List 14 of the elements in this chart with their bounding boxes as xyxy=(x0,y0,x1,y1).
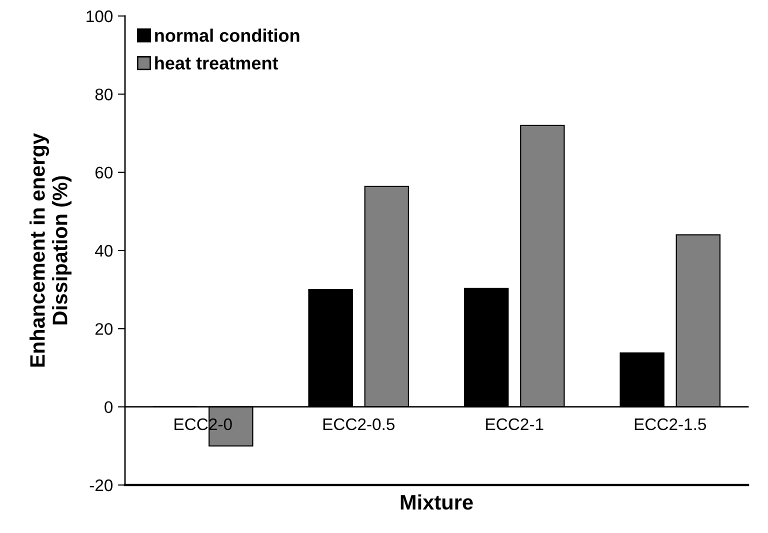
y-tick-label: 100 xyxy=(86,10,113,22)
legend-label: normal condition xyxy=(155,28,300,42)
legend-label: heat treatment xyxy=(155,56,278,70)
y-tick-label: 0 xyxy=(104,401,113,414)
y-tick-label: 40 xyxy=(95,244,113,257)
y-tick-label: -20 xyxy=(90,479,113,492)
y-tick-label: 60 xyxy=(96,166,113,179)
x-tick-label: ECC2-0.5 xyxy=(323,418,395,430)
y-tick-label: 80 xyxy=(95,88,113,100)
x-axis-title: Mixture xyxy=(400,494,473,510)
y-tick-label: 20 xyxy=(95,323,113,335)
x-tick-label: ECC2-1 xyxy=(486,418,544,430)
x-tick-label: ECC2-1.5 xyxy=(634,418,706,430)
y-axis-title: Enhancement in energy Dissipation (%) xyxy=(30,133,72,367)
